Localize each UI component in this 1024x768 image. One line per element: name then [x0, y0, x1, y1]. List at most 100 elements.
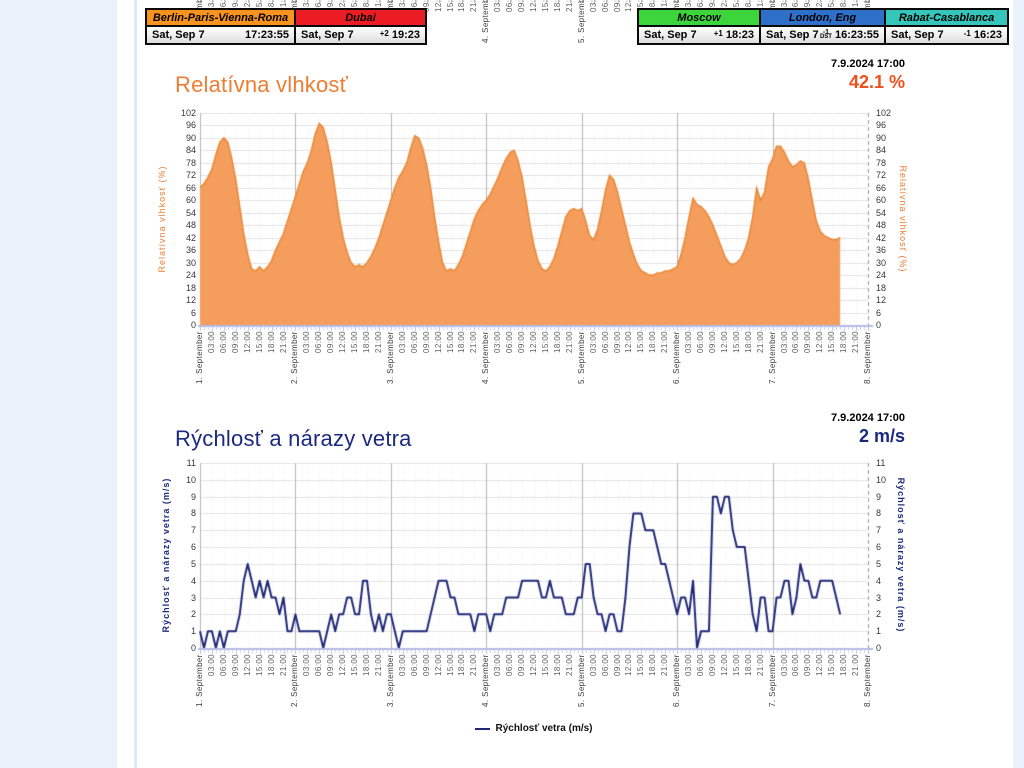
x-tick-time-label: 21:00 — [851, 653, 861, 677]
x-tick-day-label: 5. September — [576, 0, 586, 43]
y-tick-label: 10 — [876, 474, 887, 485]
x-tick-time-label: 03:00 — [397, 330, 407, 354]
y-tick-label: 24 — [185, 270, 196, 281]
x-tick-time-label: 09:00 — [517, 0, 527, 13]
x-tick-time-label: 15:00 — [350, 653, 360, 677]
clock-dubai-time: 19:23 — [391, 29, 420, 41]
x-tick-time-label: 03:00 — [779, 653, 789, 677]
x-tick-day-label: 4. September — [481, 330, 491, 384]
x-tick-mark — [272, 0, 273, 3]
x-tick-time-label: 21:00 — [660, 653, 670, 677]
y-tick-label: 12 — [876, 295, 887, 306]
x-tick-day-label: 3. September — [385, 330, 395, 384]
clock-berlin-title: Berlin-Paris-Vienna-Roma — [147, 10, 294, 27]
x-tick-time-label: 15:00 — [445, 653, 455, 677]
clock-dubai-time-row: Sat, Sep 7 +2 19:23 — [296, 27, 425, 43]
x-tick-time-label: 06:00 — [600, 653, 610, 677]
x-tick-time-label: 03:00 — [684, 653, 694, 677]
x-tick-day-label: 8. September — [863, 653, 872, 707]
y-tick-label: 78 — [876, 157, 887, 168]
x-tick-time-label: 18:00 — [362, 653, 371, 677]
x-tick-time-label: 12:00 — [338, 653, 348, 677]
y-tick-label: 5 — [876, 558, 882, 569]
y-tick-label: 30 — [185, 257, 196, 268]
y-tick-label: 36 — [876, 245, 887, 256]
x-tick-time-label: 21:00 — [278, 330, 288, 354]
y-tick-label: 5 — [190, 558, 196, 569]
x-tick-time-label: 06:00 — [791, 653, 801, 677]
x-tick-time-label: 18:00 — [743, 330, 753, 354]
x-tick-time-label: 21:00 — [278, 653, 288, 677]
y-tick-label: 78 — [185, 157, 196, 168]
y-tick-label: 1 — [190, 626, 196, 637]
clock-moscow-time-row: Sat, Sep 7 +1 18:23 — [639, 27, 759, 43]
x-tick-day-label: 8. September — [863, 330, 872, 384]
clock-dubai-title: Dubai — [296, 10, 425, 27]
x-tick-time-label: 15:00 — [540, 653, 550, 677]
y-tick-label: 96 — [876, 120, 887, 131]
x-tick-time-label: 21:00 — [469, 0, 479, 13]
x-tick-time-label: 15:00 — [827, 330, 837, 354]
x-tick-mark — [534, 0, 535, 3]
x-tick-mark — [820, 0, 821, 3]
x-tick-time-label: 06:00 — [505, 330, 515, 354]
y-tick-label: 8 — [190, 508, 196, 519]
x-tick-time-label: 12:00 — [242, 330, 252, 354]
x-tick-day-label: 4. September — [481, 653, 491, 707]
x-tick-mark — [761, 0, 762, 3]
clock-berlin: Berlin-Paris-Vienna-Roma Sat, Sep 7 17:2… — [145, 8, 296, 45]
x-tick-time-label: 21:00 — [564, 0, 574, 13]
x-tick-mark — [629, 0, 630, 3]
x-tick-time-label: 18:00 — [552, 0, 562, 13]
x-tick-mark — [415, 0, 416, 3]
y-tick-label: 66 — [876, 182, 887, 193]
clock-rabat-date: Sat, Sep 7 — [891, 29, 944, 41]
x-tick-time-label: 06:00 — [409, 330, 419, 354]
x-tick-time-label: 09:00 — [421, 653, 431, 677]
x-tick-time-label: 15:00 — [540, 330, 550, 354]
y-tick-label: 84 — [876, 145, 887, 156]
clock-london-date: Sat, Sep 7 — [766, 29, 819, 41]
x-tick-time-label: 03:00 — [302, 330, 312, 354]
x-tick-time-label: 09:00 — [707, 330, 717, 354]
x-tick-mark — [808, 0, 809, 3]
x-tick-time-label: 03:00 — [302, 653, 312, 677]
wind-legend: Rýchlosť vetra (m/s) — [200, 723, 868, 734]
x-tick-time-label: 12:00 — [624, 330, 634, 354]
y-tick-label: 102 — [180, 108, 196, 118]
x-tick-time-label: 21:00 — [373, 330, 383, 354]
x-tick-day-label: 6. September — [672, 330, 682, 384]
x-tick-time-label: 06:00 — [696, 330, 705, 354]
wind-timestamp: 7.9.2024 17:00 — [830, 412, 905, 424]
x-tick-mark — [367, 0, 368, 3]
x-tick-day-label: 4. September — [481, 0, 491, 43]
x-tick-time-label: 18:00 — [457, 653, 467, 677]
x-tick-time-label: 21:00 — [469, 330, 479, 354]
x-tick-time-label: 06:00 — [218, 653, 228, 677]
y-tick-label: 10 — [185, 474, 196, 485]
clock-moscow-utc-offset: +1 — [713, 28, 723, 38]
x-tick-time-label: 06:00 — [409, 653, 419, 677]
wind-current-value: 2 m/s — [858, 426, 905, 446]
y-tick-label: 6 — [190, 542, 196, 553]
x-tick-mark — [224, 0, 225, 3]
x-tick-time-label: 15:00 — [731, 330, 741, 354]
x-tick-time-label: 06:00 — [505, 653, 515, 677]
x-tick-mark — [462, 0, 463, 3]
x-tick-time-label: 18:00 — [552, 653, 562, 677]
y-tick-label: 12 — [185, 295, 196, 306]
x-tick-time-label: 18:00 — [457, 330, 467, 354]
x-tick-time-label: 12:00 — [815, 330, 825, 354]
humidity-y-axis-title-left: Relatívna vlhkosť (%) — [157, 165, 167, 273]
x-tick-time-label: 12:00 — [529, 330, 538, 354]
x-tick-time-label: 03:00 — [206, 653, 216, 677]
x-tick-mark — [701, 0, 702, 3]
y-tick-label: 72 — [185, 170, 196, 181]
x-tick-mark — [200, 0, 201, 3]
clock-dubai-date: Sat, Sep 7 — [301, 29, 354, 41]
x-tick-mark — [474, 0, 475, 3]
x-tick-time-label: 15:00 — [445, 0, 455, 13]
clock-london-time-row: Sat, Sep 7 -1 DST 16:23:55 — [761, 27, 884, 43]
x-tick-mark — [403, 0, 404, 3]
